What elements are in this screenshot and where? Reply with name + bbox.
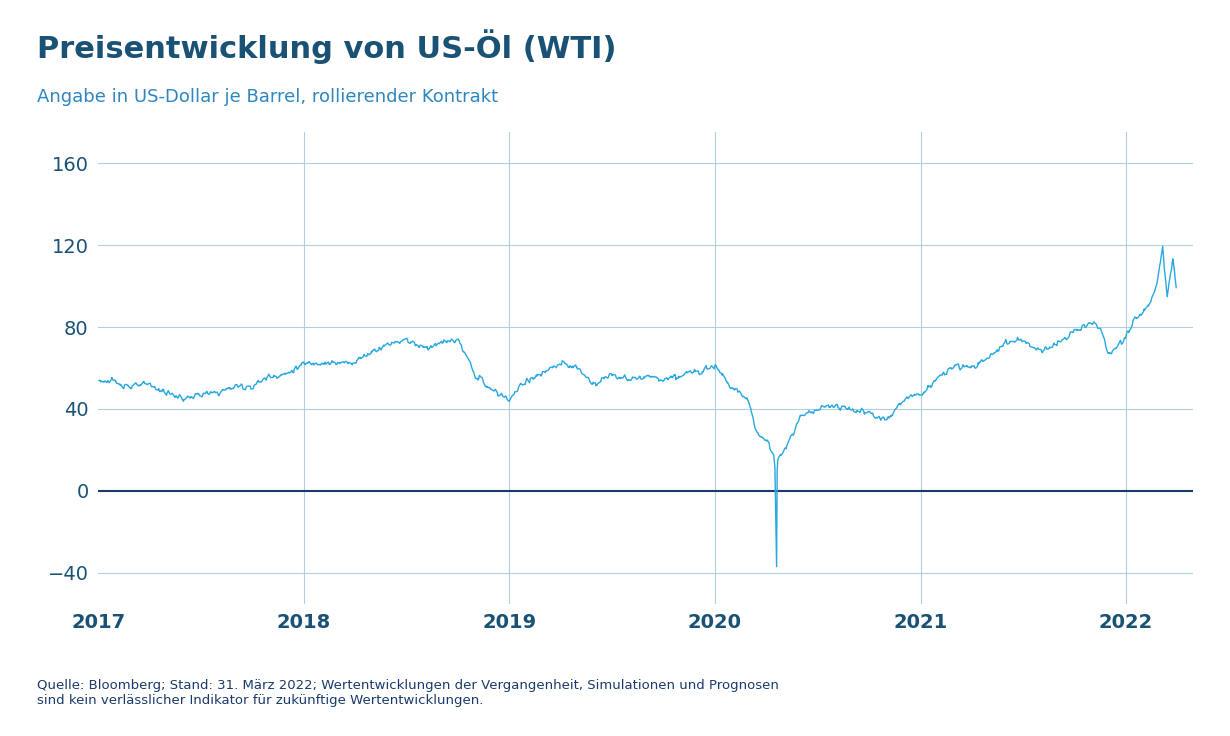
Text: Quelle: Bloomberg; Stand: 31. März 2022; Wertentwicklungen der Vergangenheit, Si: Quelle: Bloomberg; Stand: 31. März 2022;… bbox=[37, 679, 779, 707]
Text: Angabe in US-Dollar je Barrel, rollierender Kontrakt: Angabe in US-Dollar je Barrel, rollieren… bbox=[37, 88, 498, 106]
Text: Preisentwicklung von US-Öl (WTI): Preisentwicklung von US-Öl (WTI) bbox=[37, 29, 616, 64]
